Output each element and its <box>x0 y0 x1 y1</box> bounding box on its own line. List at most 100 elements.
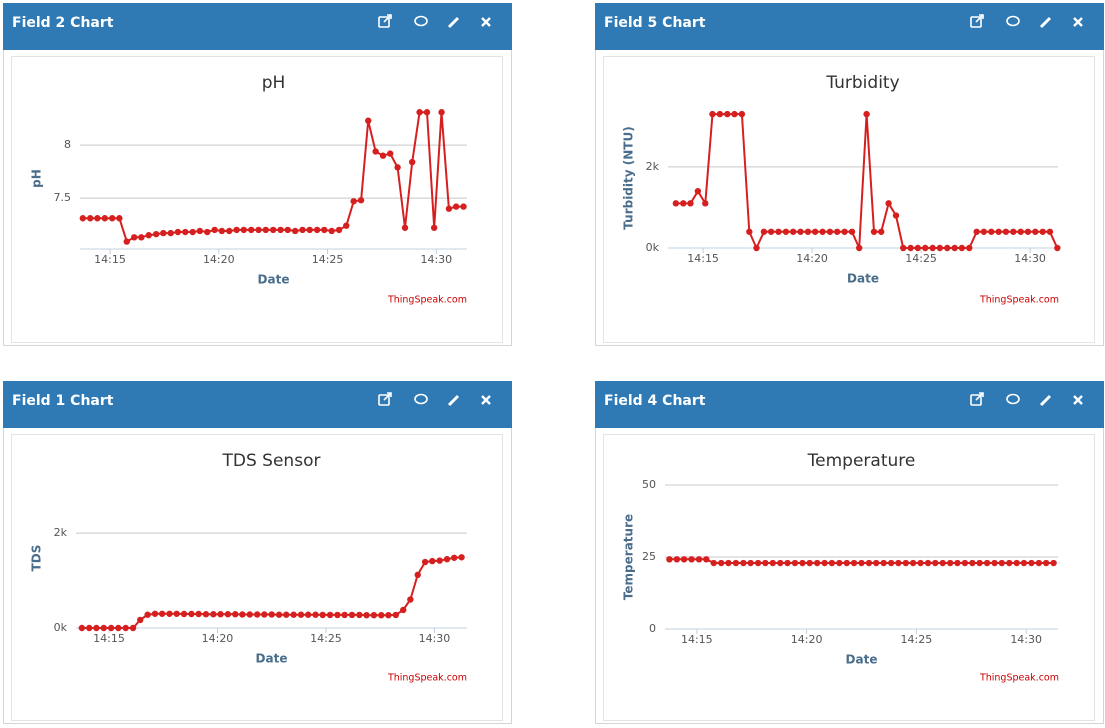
data-point <box>123 238 130 245</box>
x-axis-title: Date <box>847 272 879 286</box>
data-point <box>1020 559 1028 567</box>
data-point <box>924 559 932 567</box>
data-point <box>180 610 188 618</box>
open-icon[interactable] <box>970 394 982 406</box>
credit[interactable]: ThingSpeak.com <box>979 295 1059 306</box>
data-point <box>304 611 312 618</box>
data-point <box>326 611 334 619</box>
data-point <box>202 611 210 618</box>
data-point <box>204 228 211 236</box>
data-point <box>797 228 804 235</box>
data-point <box>969 559 976 567</box>
comment-icon[interactable] <box>1006 393 1020 405</box>
data-point <box>182 228 189 236</box>
data-point <box>137 616 144 624</box>
data-point <box>262 226 269 234</box>
y-tick-label: 0 <box>649 622 656 635</box>
open-icon-arrow <box>975 14 984 23</box>
data-point <box>1050 559 1057 567</box>
data-point <box>885 200 892 207</box>
open-icon[interactable] <box>378 394 390 406</box>
data-point <box>725 559 732 567</box>
data-point <box>365 117 372 124</box>
x-tick-label: 14:20 <box>796 252 828 265</box>
data-point <box>379 152 387 159</box>
data-point <box>408 158 416 166</box>
data-point <box>450 554 458 561</box>
comment-icon[interactable] <box>414 15 428 27</box>
data-point <box>291 227 299 235</box>
data-point <box>1017 228 1024 235</box>
data-point <box>833 228 841 235</box>
data-point <box>1010 228 1017 235</box>
credit[interactable]: ThingSpeak.com <box>387 295 467 306</box>
data-point <box>138 234 145 241</box>
open-icon-arrow <box>383 392 392 401</box>
data-point <box>312 611 319 618</box>
data-point <box>414 571 421 579</box>
data-point <box>372 148 379 155</box>
open-icon[interactable] <box>378 16 390 28</box>
data-point <box>101 215 108 222</box>
data-point <box>430 224 438 231</box>
data-point <box>385 611 392 619</box>
data-point <box>673 556 681 563</box>
data-point <box>328 227 335 235</box>
x-tick-label: 14:20 <box>203 253 235 266</box>
data-point <box>887 559 895 567</box>
data-point <box>753 244 760 252</box>
data-point <box>87 215 94 222</box>
x-axis-title: Date <box>256 652 288 666</box>
data-point <box>387 150 394 157</box>
data-point <box>334 611 341 619</box>
edit-icon[interactable] <box>1039 16 1052 29</box>
data-point <box>452 203 460 210</box>
header-icons <box>970 14 1083 29</box>
data-point <box>907 244 914 252</box>
close-icon[interactable] <box>481 395 491 405</box>
x-tick-label: 14:30 <box>419 632 451 645</box>
comment-icon[interactable] <box>1006 15 1020 27</box>
data-point <box>819 228 826 235</box>
credit[interactable]: ThingSpeak.com <box>979 673 1059 684</box>
data-point <box>122 624 129 632</box>
x-tick-label: 14:15 <box>93 632 125 645</box>
credit[interactable]: ThingSpeak.com <box>387 673 467 684</box>
data-point <box>870 228 878 235</box>
y-tick-label: 0k <box>646 241 660 254</box>
x-tick-label: 14:15 <box>94 253 126 266</box>
data-point <box>850 559 858 567</box>
panel-title: Field 2 Chart <box>12 15 114 31</box>
data-point <box>174 228 182 236</box>
data-point <box>702 200 709 207</box>
data-point <box>878 228 885 235</box>
data-point <box>958 244 966 252</box>
data-point <box>732 559 740 567</box>
open-icon-arrow <box>975 392 984 401</box>
data-point <box>799 559 806 567</box>
data-point <box>858 559 865 567</box>
panel-title: Field 4 Chart <box>604 393 706 409</box>
data-point <box>892 212 900 219</box>
data-point <box>738 110 746 118</box>
open-icon[interactable] <box>970 16 982 28</box>
data-point <box>277 226 284 234</box>
data-point <box>961 559 969 567</box>
data-point <box>188 610 195 618</box>
edit-icon[interactable] <box>447 394 460 407</box>
close-icon[interactable] <box>481 17 491 27</box>
data-point <box>115 624 122 632</box>
chart-frame <box>603 56 1095 343</box>
data-point <box>747 559 754 567</box>
comment-icon[interactable] <box>414 393 428 405</box>
data-point <box>460 203 467 210</box>
edit-icon[interactable] <box>447 16 460 29</box>
close-icon[interactable] <box>1073 17 1083 27</box>
data-point <box>939 559 946 567</box>
close-icon[interactable] <box>1073 395 1083 405</box>
data-point <box>297 611 305 618</box>
data-point <box>240 226 248 234</box>
x-axis-title: Date <box>258 273 290 287</box>
edit-icon[interactable] <box>1039 394 1052 407</box>
data-point <box>973 228 980 235</box>
